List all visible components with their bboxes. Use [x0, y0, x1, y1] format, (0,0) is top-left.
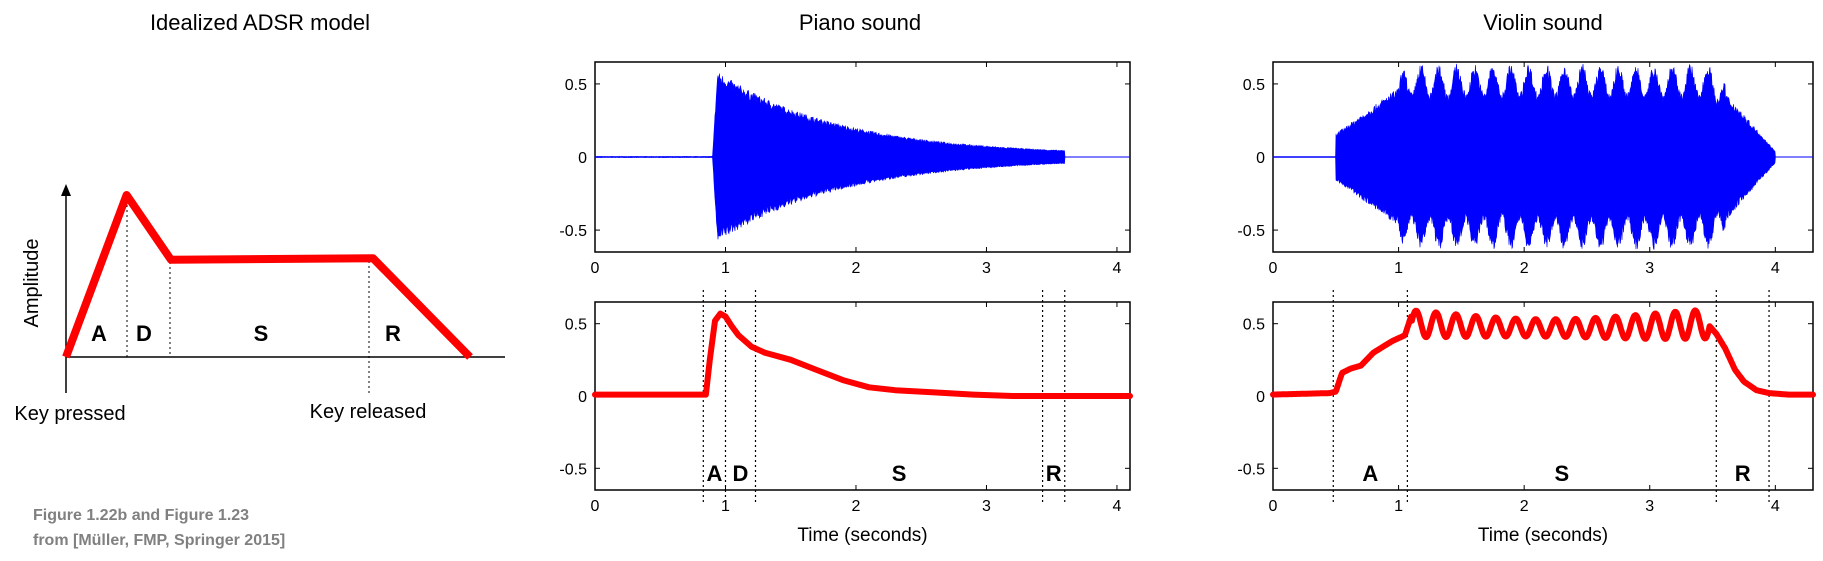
violin-env-xtick-label: 3 [1645, 498, 1654, 515]
violin-env-envelope-line [1270, 307, 1816, 398]
piano-wave-xtick-label: 0 [591, 260, 600, 277]
piano-env-xlabel: Time (seconds) [797, 525, 927, 546]
violin-title: Violin sound [1483, 10, 1602, 35]
adsr-seg-r: R [385, 321, 401, 346]
piano-wave-xtick-label: 3 [982, 260, 991, 277]
adsr-y-arrow-icon [61, 184, 71, 196]
violin-wave-xtick-label: 4 [1771, 260, 1780, 277]
adsr-ylabel: Amplitude [21, 239, 43, 328]
violin-wave-ytick-label: 0 [1256, 150, 1265, 167]
violin-env-seg-r: R [1735, 461, 1751, 486]
piano-env-xtick-label: 2 [852, 498, 861, 515]
adsr-title: Idealized ADSR model [150, 10, 370, 35]
piano-waveform-plot: 0 1 2 3 4 0.5 0 -0.5 [559, 61, 1131, 277]
violin-env-ytick-label: 0 [1256, 389, 1265, 406]
violin-wave-xtick-label: 1 [1394, 260, 1403, 277]
piano-title: Piano sound [799, 10, 921, 35]
violin-wave-xtick-label: 0 [1269, 260, 1278, 277]
piano-env-seg-r: R [1046, 461, 1062, 486]
adsr-seg-d: D [136, 321, 152, 346]
adsr-envelope-line [62, 191, 473, 360]
piano-env-xtick-label: 4 [1112, 498, 1121, 515]
violin-wave-xtick-label: 3 [1645, 260, 1654, 277]
piano-wave-xtick-label: 1 [721, 260, 730, 277]
violin-wave-ytick-label: -0.5 [1237, 223, 1265, 240]
violin-env-ytick-label: 0.5 [1243, 317, 1265, 334]
piano-wave-ytick-label: -0.5 [559, 223, 587, 240]
adsr-diagram: Amplitude A D S R Key pressed Key releas… [14, 184, 505, 425]
piano-env-xtick-label: 0 [591, 498, 600, 515]
violin-env-seg-s: S [1554, 461, 1569, 486]
adsr-seg-s: S [254, 321, 269, 346]
piano-env-ytick-label: 0.5 [565, 317, 587, 334]
violin-env-xtick-label: 0 [1269, 498, 1278, 515]
violin-env-ytick-label: -0.5 [1237, 461, 1265, 478]
violin-env-xtick-label: 4 [1771, 498, 1780, 515]
violin-waveform-plot: 0 1 2 3 4 0.5 0 -0.5 [1237, 61, 1814, 277]
adsr-seg-a: A [91, 321, 107, 346]
piano-env-envelope-line [592, 310, 1133, 399]
violin-env-seg-a: A [1362, 461, 1378, 486]
violin-wave-xtick-label: 2 [1520, 260, 1529, 277]
violin-envelope-plot: 0 1 2 3 4 0.5 0 -0.5 A S R Time (seconds) [1237, 290, 1816, 546]
piano-env-ytick-label: 0 [578, 389, 587, 406]
piano-wave-xtick-label: 4 [1112, 260, 1121, 277]
piano-wave-signal [594, 73, 1130, 240]
piano-env-xtick-label: 1 [721, 498, 730, 515]
violin-env-xtick-label: 2 [1520, 498, 1529, 515]
piano-env-seg-s: S [892, 461, 907, 486]
caption-line-2: from [Müller, FMP, Springer 2015] [33, 532, 285, 549]
adsr-key-pressed: Key pressed [14, 403, 125, 425]
caption-line-1: Figure 1.22b and Figure 1.23 [33, 507, 249, 524]
violin-env-xtick-label: 1 [1394, 498, 1403, 515]
piano-env-seg-d: D [733, 461, 749, 486]
violin-wave-signal [1272, 63, 1813, 250]
violin-wave-ytick-label: 0.5 [1243, 77, 1265, 94]
violin-env-xlabel: Time (seconds) [1478, 525, 1608, 546]
piano-wave-xtick-label: 2 [852, 260, 861, 277]
piano-wave-ytick-label: 0.5 [565, 77, 587, 94]
piano-envelope-plot: 0 1 2 3 4 0.5 0 -0.5 A D S R Time (seconds) [559, 290, 1133, 546]
piano-env-ytick-label: -0.5 [559, 461, 587, 478]
piano-env-xtick-label: 3 [982, 498, 991, 515]
adsr-key-released: Key released [310, 401, 427, 423]
piano-wave-ytick-label: 0 [578, 150, 587, 167]
piano-env-seg-a: A [706, 461, 722, 486]
